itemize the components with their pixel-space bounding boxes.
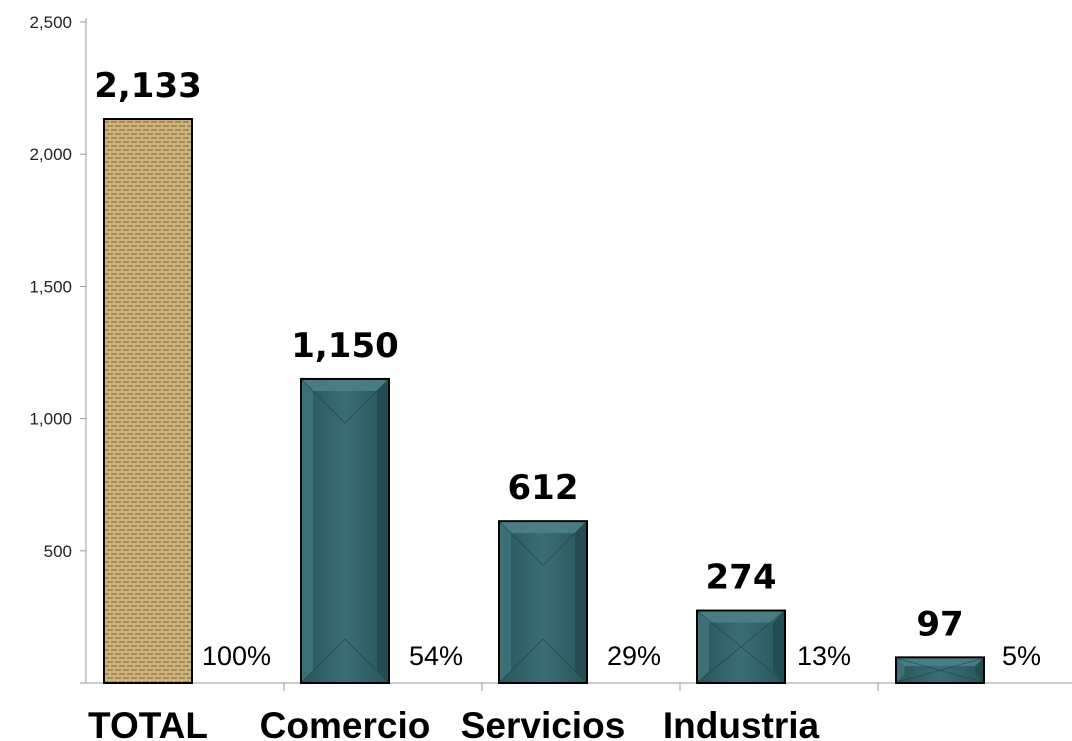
axes: 500 1,000 1,500 2,000 2,500 bbox=[29, 13, 1072, 691]
bar-bevel-right bbox=[575, 522, 586, 682]
bar-facet bbox=[697, 611, 742, 648]
category-label: Comercio bbox=[260, 705, 431, 741]
bar-facet bbox=[542, 638, 587, 683]
percent-label: 100% bbox=[202, 641, 271, 671]
bar-group-comercio bbox=[300, 377, 390, 684]
bar-group-total bbox=[103, 118, 193, 685]
bar-bevel-top bbox=[302, 379, 388, 391]
bar-bevel-left bbox=[500, 522, 511, 682]
bar-facet bbox=[301, 379, 346, 424]
bar-facet bbox=[896, 669, 941, 683]
bar-facet bbox=[740, 646, 785, 683]
bar-facet bbox=[939, 669, 984, 683]
category-label: TOTAL bbox=[88, 705, 208, 741]
bar-bevel-right bbox=[377, 379, 388, 682]
percent-label: 29% bbox=[607, 641, 661, 671]
y-tick-label: 1,000 bbox=[29, 410, 72, 429]
y-tick-label: 1,500 bbox=[29, 277, 72, 296]
labels: 2,133 100% TOTAL 1,150 54% Comercio 612 29% Serv… bbox=[88, 66, 1041, 741]
bar-facet bbox=[344, 379, 389, 424]
bar bbox=[103, 118, 193, 685]
y-tick-label: 2,500 bbox=[29, 13, 72, 32]
percent-label: 5% bbox=[1002, 641, 1041, 671]
bar-facet bbox=[939, 657, 984, 671]
bar-facet bbox=[499, 638, 544, 683]
bar-facet bbox=[697, 646, 742, 683]
bar-facet bbox=[740, 611, 785, 648]
bar-bevel-right bbox=[975, 658, 983, 682]
bar-bevel-top bbox=[500, 522, 586, 534]
bar-facet bbox=[301, 638, 346, 683]
bar-group-unlabeled bbox=[895, 656, 985, 685]
bar bbox=[300, 377, 390, 684]
bar-facet bbox=[499, 521, 544, 566]
percent-label: 13% bbox=[797, 641, 851, 671]
bar-facet bbox=[344, 638, 389, 683]
y-tick-label: 500 bbox=[44, 542, 72, 561]
bar-bevel-left bbox=[897, 658, 905, 682]
bar bbox=[498, 520, 588, 684]
bars bbox=[103, 118, 985, 685]
value-label: 97 bbox=[916, 604, 963, 644]
value-label: 2,133 bbox=[94, 66, 202, 106]
bar-bevel-left bbox=[302, 379, 313, 682]
value-label: 612 bbox=[508, 468, 579, 508]
bar-bevel-right bbox=[773, 611, 784, 682]
bar-group-servicios bbox=[498, 520, 588, 684]
bar-facet bbox=[896, 657, 941, 671]
value-label: 1,150 bbox=[291, 326, 399, 366]
bar-bevel-left bbox=[698, 611, 709, 682]
bar-facet bbox=[542, 521, 587, 566]
y-tick-label: 2,000 bbox=[29, 145, 72, 164]
value-label: 274 bbox=[706, 558, 777, 598]
bar-group-industria bbox=[696, 609, 786, 684]
bar-bevel-top bbox=[698, 611, 784, 623]
percent-label: 54% bbox=[409, 641, 463, 671]
category-label: Servicios bbox=[461, 705, 626, 741]
category-label: Industria bbox=[663, 705, 820, 741]
